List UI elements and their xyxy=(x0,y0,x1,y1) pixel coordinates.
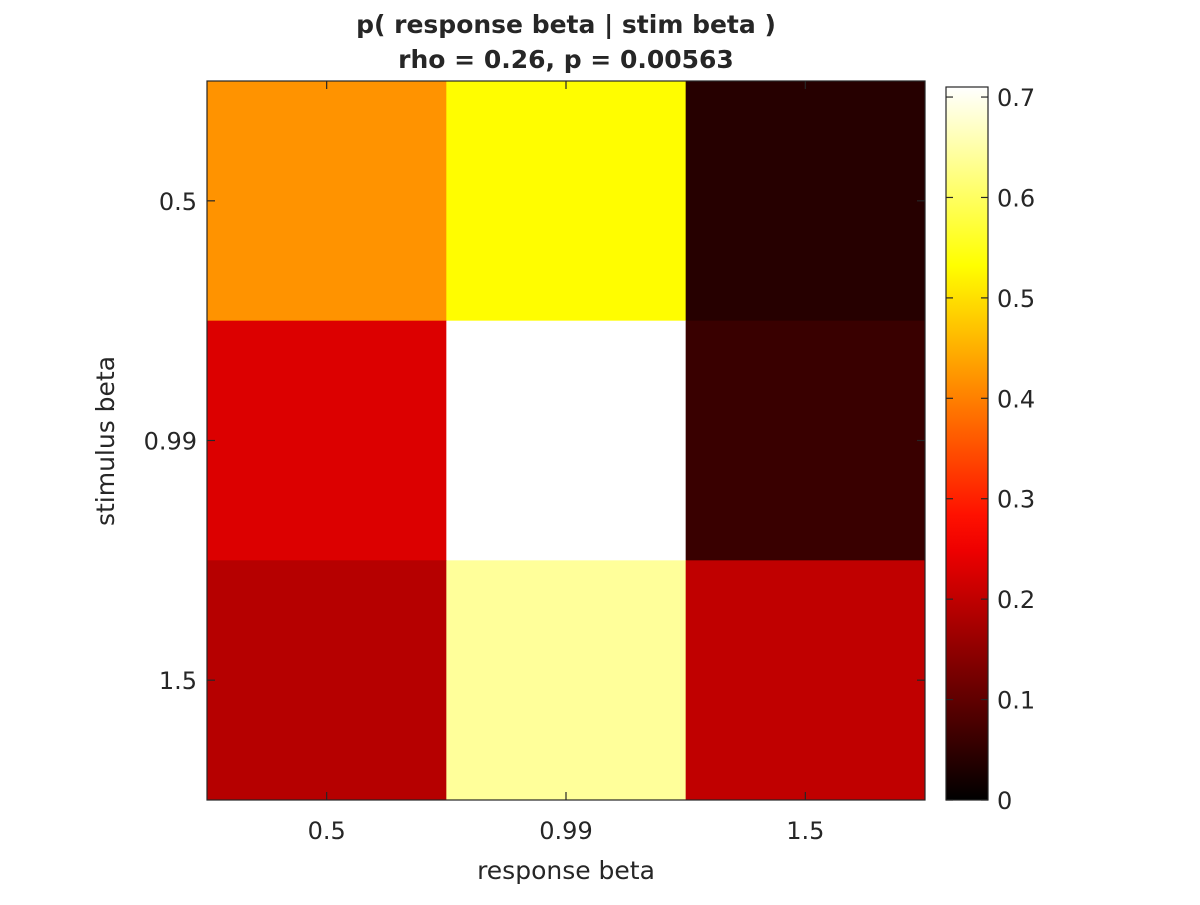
y-tick-label: 0.99 xyxy=(144,428,197,456)
heatmap-cell xyxy=(207,560,447,801)
heatmap-cell xyxy=(685,560,926,801)
x-tick-label: 0.99 xyxy=(539,817,592,845)
x-axis-label: response beta xyxy=(477,856,655,885)
colorbar-tick-label: 0.2 xyxy=(997,586,1035,614)
colorbar-ticks: 0 0.1 0.2 0.3 0.4 0.5 0.6 0.7 xyxy=(946,84,1035,815)
heatmap-cell xyxy=(446,560,687,801)
y-tick-label: 0.5 xyxy=(159,188,197,216)
colorbar-tick-label: 0.3 xyxy=(997,486,1035,514)
axis-ticks: 0.5 0.99 1.5 0.5 0.99 1.5 xyxy=(144,81,925,845)
y-tick-label: 1.5 xyxy=(159,667,197,695)
colorbar-tick-label: 0.4 xyxy=(997,385,1035,413)
heatmap-cells xyxy=(207,81,926,801)
y-axis-label: stimulus beta xyxy=(91,356,120,526)
colorbar xyxy=(945,86,989,801)
colorbar-tick-label: 0.5 xyxy=(997,285,1035,313)
heatmap-cell xyxy=(446,81,687,322)
x-tick-label: 1.5 xyxy=(786,817,824,845)
heatmap-cell xyxy=(685,320,926,561)
heatmap-cell xyxy=(207,81,447,322)
colorbar-tick-label: 0.7 xyxy=(997,84,1035,112)
x-tick-label: 0.5 xyxy=(308,817,346,845)
colorbar-tick-label: 0.6 xyxy=(997,184,1035,212)
chart-title: p( response beta | stim beta ) xyxy=(356,10,776,39)
heatmap-cell xyxy=(446,320,687,561)
heatmap-cell xyxy=(207,320,447,561)
chart-subtitle: rho = 0.26, p = 0.00563 xyxy=(398,45,734,74)
colorbar-tick-label: 0.1 xyxy=(997,687,1035,715)
colorbar-tick-label: 0 xyxy=(997,787,1012,815)
heatmap-cell xyxy=(685,81,926,322)
